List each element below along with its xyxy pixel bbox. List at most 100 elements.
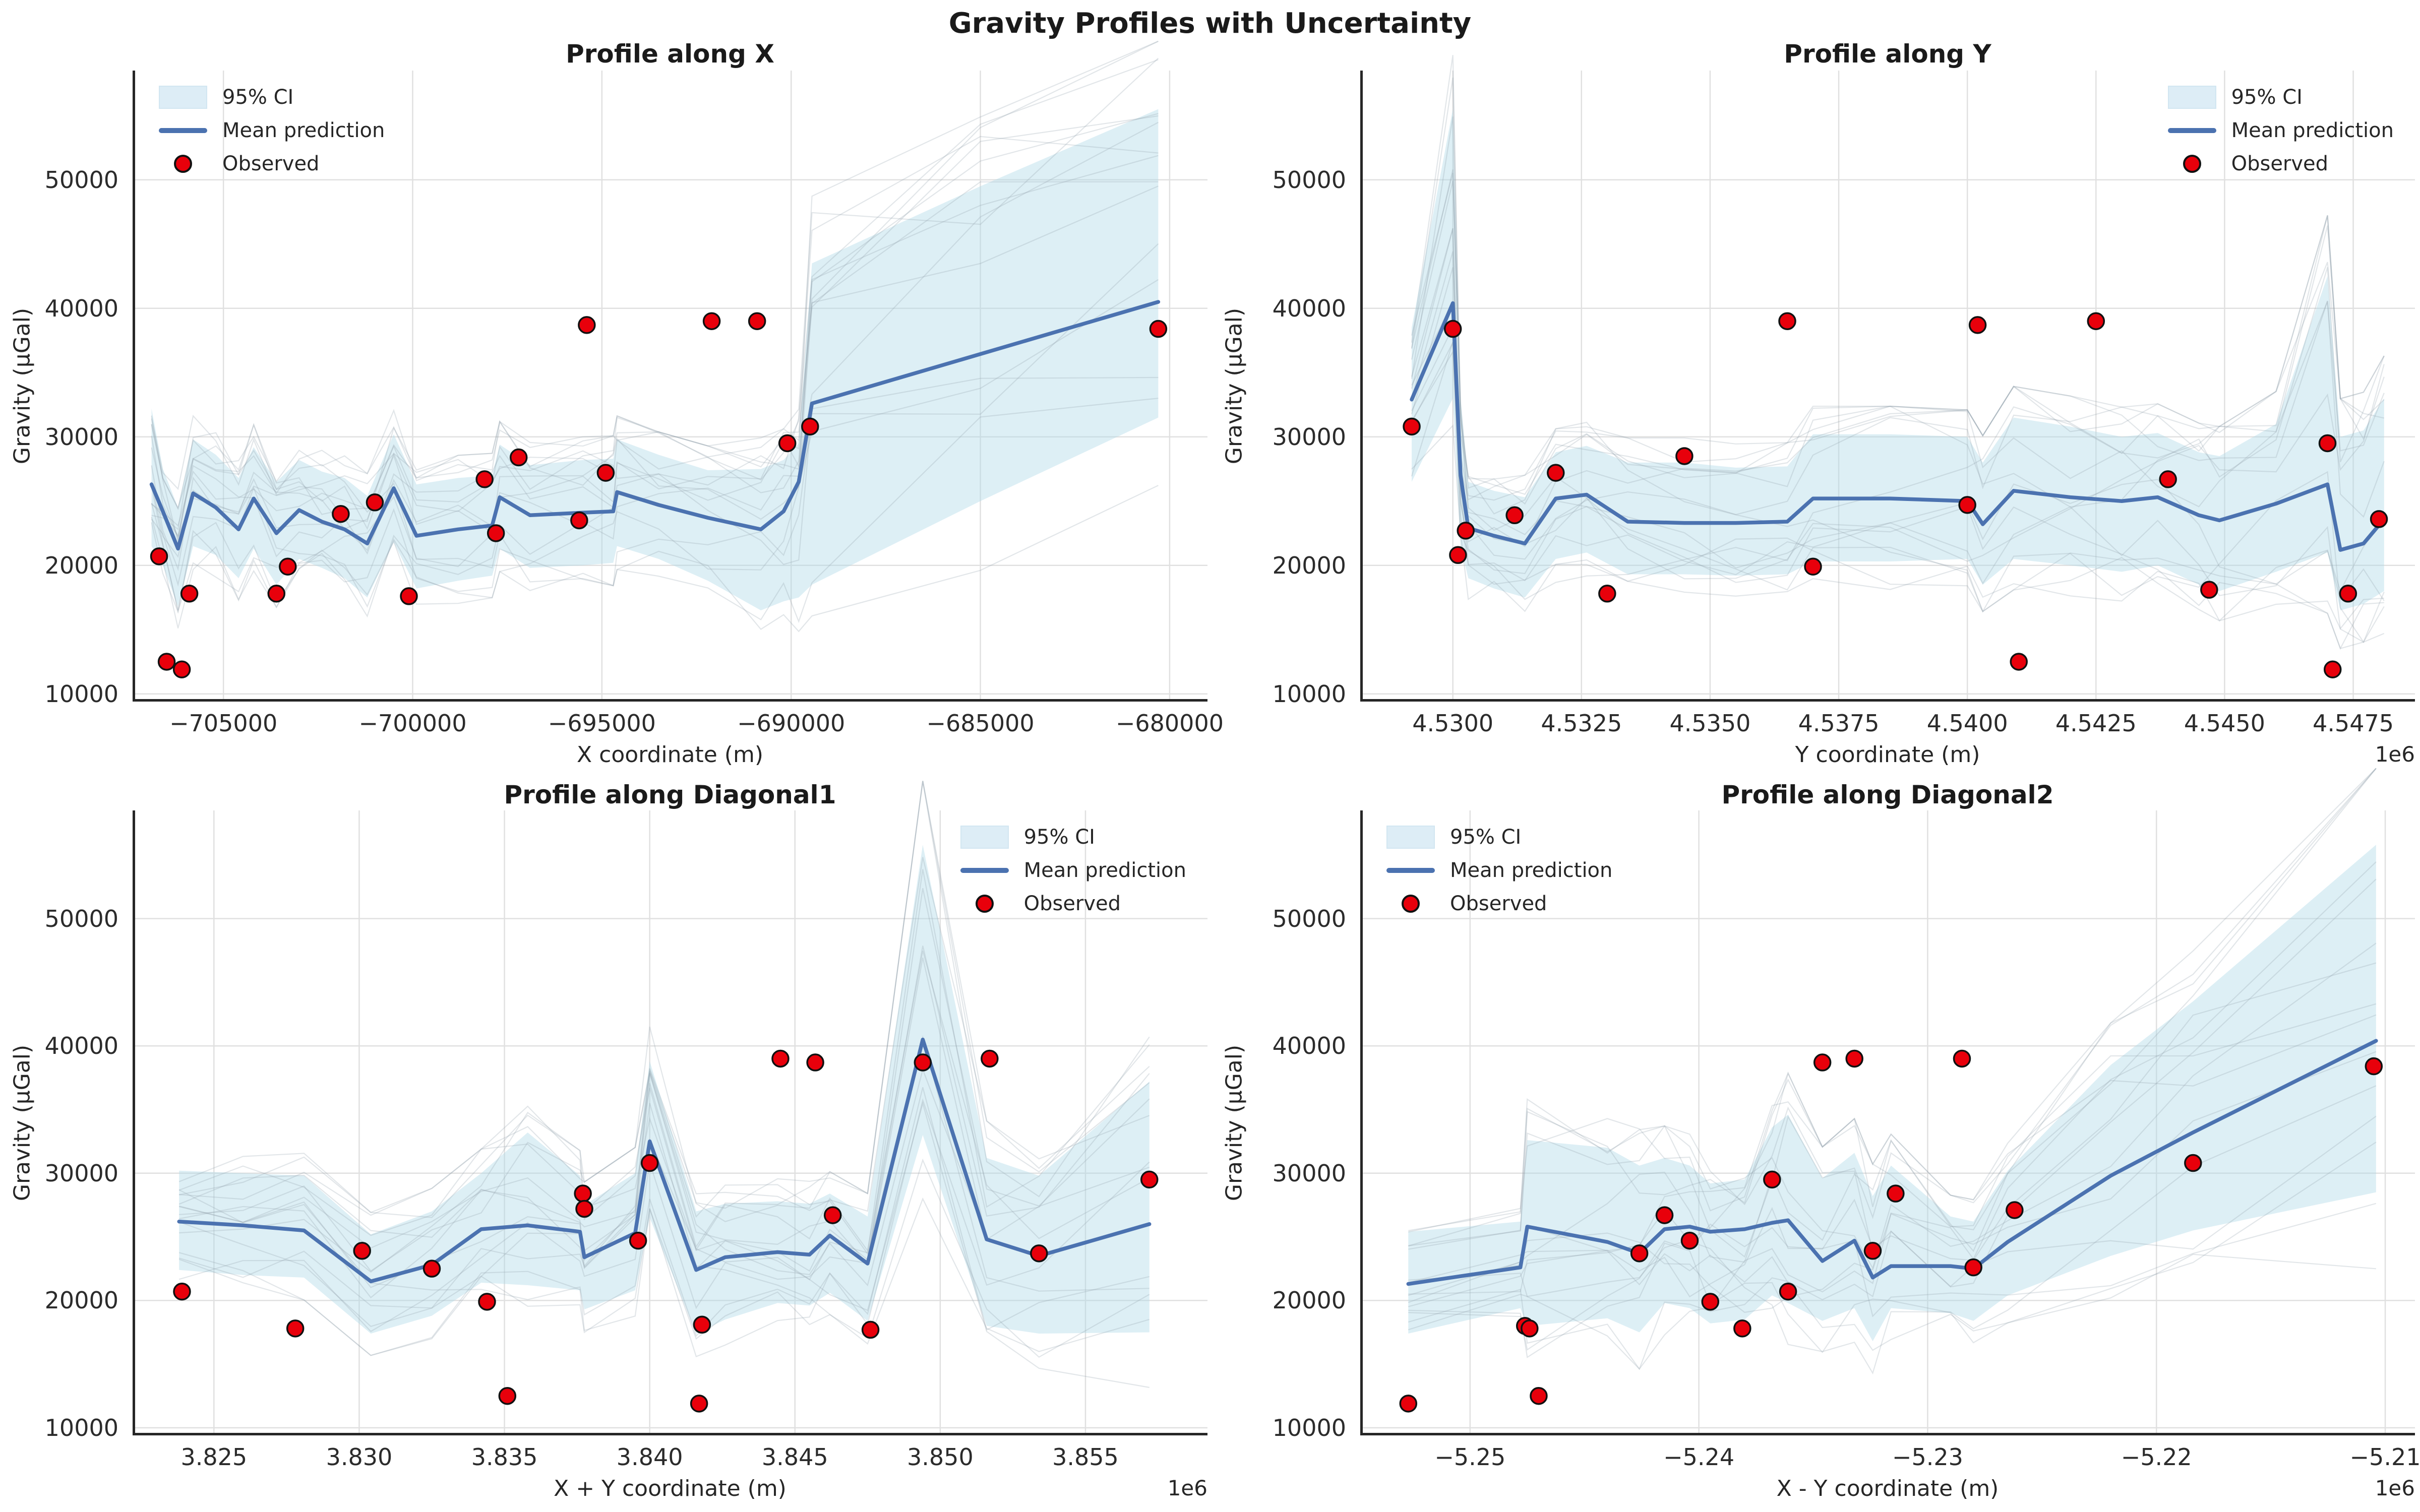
observed-point — [1505, 506, 1524, 525]
plot-area-0 — [133, 40, 1207, 702]
legend-item-mean: Mean prediction — [159, 119, 385, 142]
panel-title-diagonal1: Profile along Diagonal1 — [504, 780, 836, 809]
observed-point — [1845, 1049, 1863, 1068]
observed-point — [748, 312, 766, 330]
posterior-sample-line — [151, 115, 1159, 527]
posterior-sample-line — [178, 857, 1150, 1327]
posterior-sample-line — [1411, 215, 2385, 547]
x-tick-label: −695000 — [548, 710, 656, 737]
legend-item-mean: Mean prediction — [2167, 119, 2394, 142]
x-tick-label: 4.5325 — [1541, 710, 1622, 737]
observed-point — [771, 1049, 790, 1068]
observed-point — [1680, 1231, 1699, 1250]
observed-point — [366, 493, 384, 512]
legend-item-observed: Observed — [2168, 152, 2394, 175]
posterior-sample-line — [1411, 228, 2385, 644]
x-tick-label: −5.24 — [1663, 1443, 1735, 1471]
observed-point — [267, 585, 286, 603]
legend-label-ci: 95% CI — [1023, 826, 1095, 849]
observed-point — [702, 312, 721, 330]
observed-point — [914, 1053, 932, 1072]
posterior-sample-line — [1408, 1203, 2377, 1317]
y-tick-label: 10000 — [44, 1414, 118, 1441]
panel-title-profile-x: Profile along X — [566, 39, 774, 69]
posterior-sample-line — [1408, 768, 2377, 1307]
x-tick-label: −5.25 — [1434, 1443, 1506, 1471]
legend-label-mean: Mean prediction — [1450, 859, 1613, 882]
x-tick-label: −5.23 — [1892, 1443, 1963, 1471]
observed-point — [1778, 312, 1796, 330]
x-axis-offset-diagonal1: 1e6 — [1167, 1476, 1207, 1500]
posterior-sample-line — [178, 1158, 1150, 1358]
legend: 95% CI Mean prediction Observed — [159, 86, 385, 175]
posterior-sample-line — [1411, 350, 2384, 650]
x-tick-label: −685000 — [926, 710, 1035, 737]
observed-point — [629, 1231, 647, 1250]
observed-point — [487, 524, 505, 542]
y-tick-label: 20000 — [1272, 551, 1346, 579]
observed-point — [286, 1319, 305, 1338]
posterior-sample-line — [1408, 1242, 2376, 1358]
posterior-sample-line — [1411, 77, 2385, 621]
ci-band — [1408, 845, 2376, 1342]
y-tick-label: 20000 — [44, 551, 118, 579]
observed-point — [801, 417, 819, 436]
ci-band — [179, 845, 1150, 1334]
observed-point — [1763, 1170, 1781, 1189]
panel-profile-y: 95% CI Mean prediction Observed — [1360, 55, 2415, 702]
observed-point — [693, 1315, 711, 1334]
x-tick-label: 3.825 — [180, 1443, 248, 1471]
observed-dot-swatch — [975, 895, 994, 913]
observed-point — [2010, 653, 2028, 671]
observed-point — [1887, 1184, 1905, 1203]
observed-point — [1140, 1170, 1159, 1189]
legend-item-observed: Observed — [159, 152, 385, 175]
mean-prediction-line — [177, 1037, 1152, 1284]
observed-point — [279, 557, 297, 576]
ci-band-swatch — [960, 826, 1009, 849]
posterior-sample-line — [1408, 1085, 2377, 1375]
mean-line-swatch — [1386, 868, 1435, 873]
observed-point — [578, 316, 596, 334]
observed-point — [1813, 1053, 1832, 1072]
posterior-sample-line — [151, 40, 1159, 557]
observed-point — [2184, 1154, 2202, 1172]
posterior-sample-line — [151, 398, 1159, 623]
y-tick-label: 10000 — [44, 680, 118, 708]
x-tick-label: −680000 — [1115, 710, 1224, 737]
mean-line-swatch — [960, 868, 1009, 873]
posterior-sample-line — [151, 243, 1159, 587]
posterior-sample-line — [151, 57, 1159, 542]
observed-point — [640, 1154, 659, 1172]
observed-dot-swatch — [1402, 895, 1420, 913]
observed-point — [1968, 316, 1987, 334]
observed-point — [2159, 470, 2177, 488]
observed-point — [570, 511, 588, 530]
observed-point — [1804, 557, 1822, 576]
y-tick-label: 50000 — [1272, 905, 1346, 932]
observed-point — [861, 1320, 880, 1339]
y-tick-label: 30000 — [1272, 1159, 1346, 1187]
posterior-sample-line — [151, 121, 1159, 530]
x-axis-offset-profile-y: 1e6 — [2375, 742, 2415, 767]
x-tick-label: −5.21 — [2349, 1443, 2420, 1471]
posterior-sample-line — [179, 888, 1150, 1273]
observed-point — [2200, 581, 2218, 599]
x-axis-label-profile-y: Y coordinate (m) — [1795, 742, 1980, 768]
observed-point — [1733, 1319, 1751, 1338]
legend: 95% CI Mean prediction Observed — [1386, 826, 1612, 915]
x-tick-label: 4.5375 — [1798, 710, 1880, 737]
x-axis-label-diagonal1: X + Y coordinate (m) — [554, 1476, 786, 1501]
posterior-sample-line — [179, 781, 1150, 1272]
observed-point — [823, 1206, 842, 1224]
legend-label-mean: Mean prediction — [2231, 119, 2394, 142]
posterior-sample-line — [151, 59, 1159, 618]
x-tick-label: 4.5450 — [2184, 710, 2265, 737]
y-tick-label: 50000 — [44, 905, 118, 932]
posterior-sample-line — [1411, 340, 2385, 643]
y-axis-label-diagonal2: Gravity (µGal) — [1221, 1044, 1247, 1202]
observed-point — [1655, 1206, 1674, 1224]
posterior-sample-line — [151, 40, 1159, 614]
y-tick-label: 30000 — [44, 1159, 118, 1187]
observed-point — [1449, 546, 1467, 564]
